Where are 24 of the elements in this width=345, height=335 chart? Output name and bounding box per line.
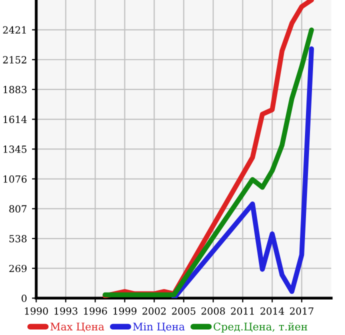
y-tick-label: 269 — [9, 264, 27, 272]
y-tick-label: 0 — [22, 294, 27, 302]
x-tick-label: 2005 — [172, 307, 196, 315]
x-tick-label: 2008 — [202, 307, 225, 315]
x-tick-label: 1999 — [114, 307, 136, 315]
y-tick-label: 807 — [9, 205, 26, 213]
x-tick-label: 2017 — [290, 307, 314, 315]
legend-label: Сред.Цена, т.йен — [214, 322, 308, 333]
y-tick-label: 1076 — [4, 175, 27, 183]
legend-label: Min Цена — [133, 322, 185, 332]
y-tick-label: 2421 — [3, 26, 26, 34]
x-tick-label: 2011 — [230, 307, 254, 315]
x-tick-label: 1996 — [84, 307, 107, 315]
y-tick-label: 1883 — [4, 86, 26, 94]
y-tick-label: 2152 — [3, 56, 26, 64]
x-tick-label: 1990 — [25, 307, 48, 315]
x-tick-label: 1993 — [54, 307, 78, 315]
legend-label: Max Цена — [50, 322, 104, 332]
y-tick-label: 538 — [9, 235, 27, 242]
y-tick-label: 1345 — [4, 146, 26, 153]
line-series — [171, 46, 314, 298]
x-tick-label: 2002 — [142, 307, 166, 315]
y-tick-label: 1614 — [4, 116, 27, 124]
x-tick-label: 2014 — [260, 307, 284, 315]
